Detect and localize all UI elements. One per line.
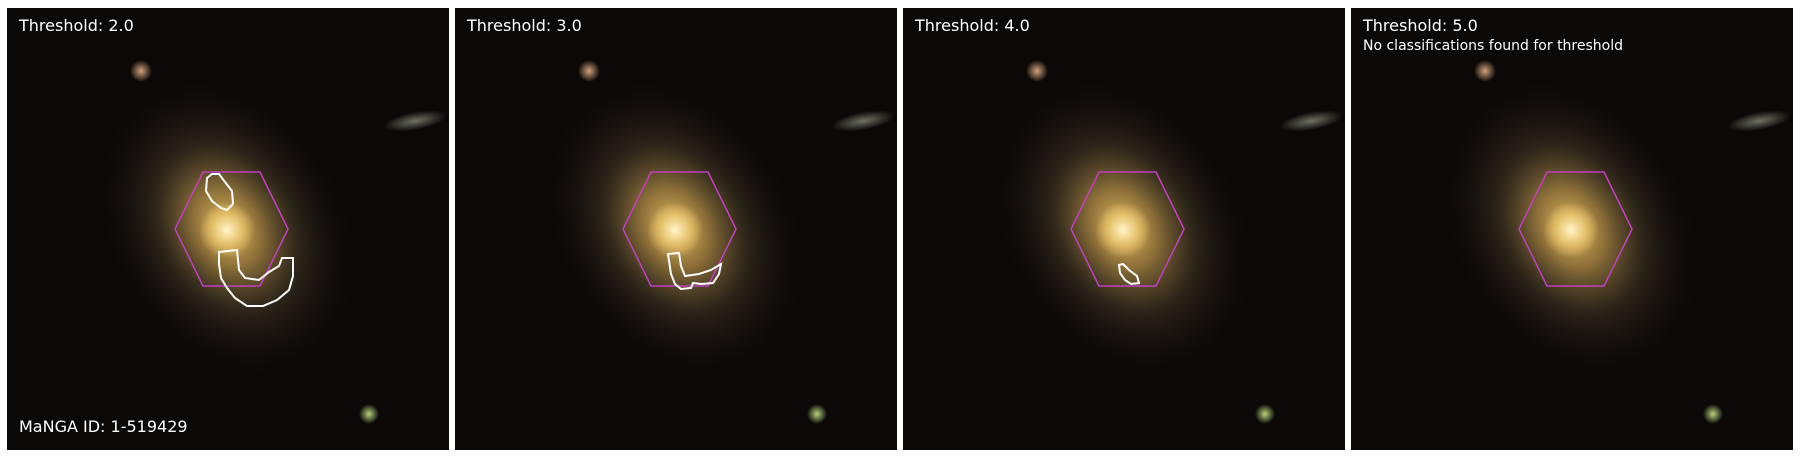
manga-id-label: MaNGA ID: 1-519429: [19, 417, 188, 436]
foreground-star: [1474, 60, 1496, 82]
galaxy-image: [1351, 8, 1793, 450]
image-panel-threshold-3: Threshold: 3.0: [455, 8, 897, 450]
ifu-hexagon: [622, 171, 737, 287]
galaxy-image: [7, 8, 449, 450]
threshold-label: Threshold: 4.0: [915, 16, 1030, 35]
foreground-star: [359, 404, 379, 424]
no-classifications-note: No classifications found for threshold: [1363, 38, 1623, 54]
background-galaxy: [831, 110, 895, 132]
galaxy-image: [455, 8, 897, 450]
threshold-label: Threshold: 3.0: [467, 16, 582, 35]
image-panel-threshold-4: Threshold: 4.0: [903, 8, 1345, 450]
foreground-star: [807, 404, 827, 424]
galaxy-core: [199, 202, 255, 258]
threshold-label: Threshold: 2.0: [19, 16, 134, 35]
foreground-star: [578, 60, 600, 82]
classification-contour: [204, 173, 235, 212]
threshold-label: Threshold: 5.0: [1363, 16, 1478, 35]
image-panel-threshold-2: Threshold: 2.0 MaNGA ID: 1-519429: [7, 8, 449, 450]
galaxy-core: [1095, 202, 1151, 258]
galaxy-core: [647, 202, 703, 258]
ifu-hexagon: [174, 171, 289, 287]
ifu-hexagon: [1518, 171, 1633, 287]
ifu-hexagon: [1070, 171, 1185, 287]
background-galaxy: [1279, 110, 1343, 132]
galaxy-image: [903, 8, 1345, 450]
foreground-star: [1703, 404, 1723, 424]
galaxy-core: [1543, 202, 1599, 258]
classification-contour: [666, 251, 723, 291]
background-galaxy: [383, 110, 447, 132]
foreground-star: [1026, 60, 1048, 82]
foreground-star: [1255, 404, 1275, 424]
classification-contour: [1117, 262, 1141, 286]
background-galaxy: [1727, 110, 1791, 132]
classification-contour: [218, 248, 294, 307]
image-panel-threshold-5: Threshold: 5.0 No classifications found …: [1351, 8, 1793, 450]
foreground-star: [130, 60, 152, 82]
